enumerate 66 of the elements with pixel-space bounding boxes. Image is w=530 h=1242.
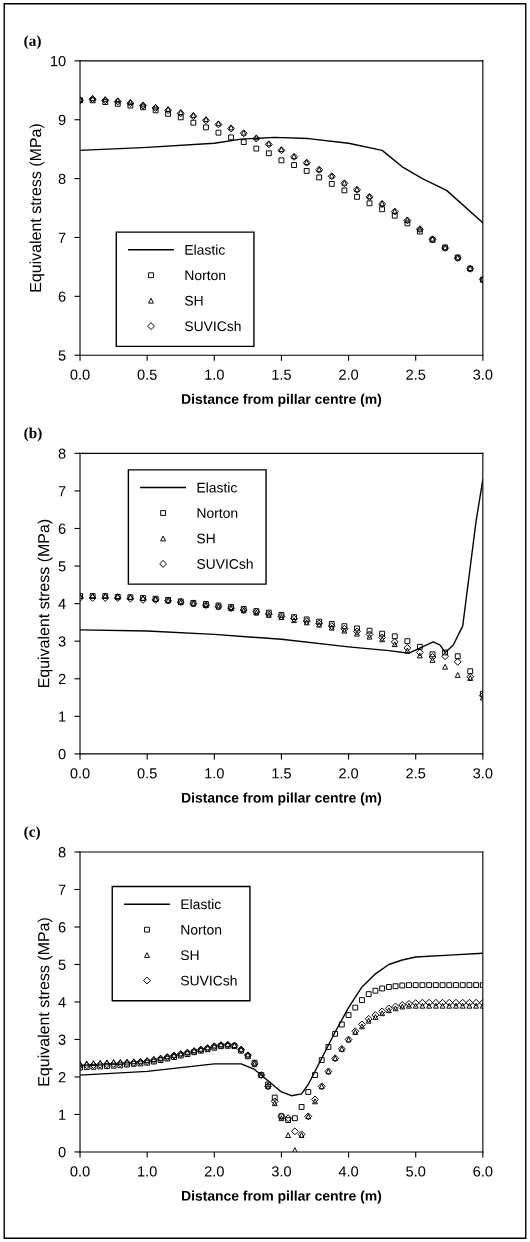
x-tick-label: 3.0 bbox=[271, 1166, 291, 1177]
x-tick-label: 1.0 bbox=[205, 768, 224, 779]
x-axis-title: Distance from pillar centre (m) bbox=[182, 393, 382, 407]
x-tick-label: 0.5 bbox=[137, 369, 157, 380]
y-tick-label: 1 bbox=[59, 711, 66, 722]
y-tick-label: 4 bbox=[58, 598, 66, 609]
y-tick-label: 6 bbox=[58, 291, 66, 302]
legend-label: SUVICsh bbox=[180, 975, 237, 986]
legend-label: SH bbox=[184, 295, 203, 306]
x-tick-label: 1.0 bbox=[138, 1166, 157, 1177]
y-tick-label: 8 bbox=[58, 847, 66, 858]
legend-label: Norton bbox=[197, 508, 238, 519]
legend-label: Elastic bbox=[181, 899, 221, 910]
x-axis-title: Distance from pillar centre (m) bbox=[182, 792, 382, 806]
legend-label: SH bbox=[180, 950, 199, 961]
y-tick-label: 7 bbox=[58, 232, 66, 243]
x-tick-label: 1.5 bbox=[272, 369, 291, 380]
y-tick-label: 3 bbox=[58, 636, 66, 647]
y-tick-label: 8 bbox=[58, 173, 66, 185]
y-tick-label: 1 bbox=[59, 1109, 66, 1120]
x-tick-label: 6.0 bbox=[473, 1166, 493, 1177]
x-tick-label: 0.0 bbox=[70, 1166, 90, 1177]
chart-title: (a) bbox=[24, 35, 41, 50]
legend-label: Norton bbox=[185, 270, 226, 281]
y-tick-label: 0 bbox=[58, 748, 66, 760]
legend-label: SH bbox=[197, 533, 215, 544]
y-tick-label: 7 bbox=[58, 486, 66, 497]
chart-title: (c) bbox=[24, 826, 40, 841]
x-tick-label: 2.0 bbox=[339, 768, 359, 779]
x-tick-label: 1.0 bbox=[205, 369, 224, 380]
x-tick-label: 3.0 bbox=[473, 768, 493, 779]
y-tick-label: 5 bbox=[58, 350, 66, 361]
x-tick-label: 0.5 bbox=[137, 768, 157, 779]
legend-label: Elastic bbox=[197, 482, 237, 493]
y-tick-label: 2 bbox=[58, 673, 66, 685]
x-tick-label: 4.0 bbox=[338, 1166, 359, 1177]
y-tick-label: 4 bbox=[58, 997, 66, 1008]
y-tick-label: 3 bbox=[58, 1034, 66, 1045]
chart-title: (b) bbox=[24, 427, 42, 442]
x-tick-label: 2.5 bbox=[406, 369, 426, 380]
x-tick-label: 2.5 bbox=[406, 768, 426, 779]
x-tick-label: 2.0 bbox=[204, 1166, 224, 1177]
x-tick-label: 2.0 bbox=[339, 369, 359, 380]
y-axis-title: Equivalent stress (MPa) bbox=[37, 519, 53, 688]
legend-label: Elastic bbox=[185, 244, 225, 255]
y-tick-label: 5 bbox=[58, 959, 66, 970]
legend-label: SUVICsh bbox=[184, 320, 241, 332]
y-tick-label: 8 bbox=[58, 448, 66, 459]
y-tick-label: 0 bbox=[58, 1147, 66, 1158]
y-tick-label: 5 bbox=[58, 561, 66, 572]
legend-label: SUVICsh bbox=[197, 558, 253, 569]
x-axis-title: Distance from pillar centre (m) bbox=[182, 1190, 382, 1204]
y-tick-label: 6 bbox=[58, 922, 66, 933]
x-tick-label: 1.5 bbox=[272, 768, 291, 779]
y-tick-label: 7 bbox=[58, 884, 66, 895]
y-tick-label: 10 bbox=[51, 55, 66, 67]
x-tick-label: 0.0 bbox=[70, 768, 90, 779]
y-axis-title: Equivalent stress (MPa) bbox=[37, 918, 53, 1086]
x-tick-label: 5.0 bbox=[406, 1166, 426, 1177]
y-axis-title: Equivalent stress (MPa) bbox=[29, 124, 45, 292]
y-tick-label: 2 bbox=[58, 1072, 66, 1083]
x-tick-label: 0.0 bbox=[70, 369, 90, 380]
x-tick-label: 3.0 bbox=[473, 369, 493, 380]
y-tick-label: 6 bbox=[58, 523, 66, 534]
y-tick-label: 9 bbox=[58, 114, 66, 126]
legend-label: Norton bbox=[181, 924, 222, 935]
